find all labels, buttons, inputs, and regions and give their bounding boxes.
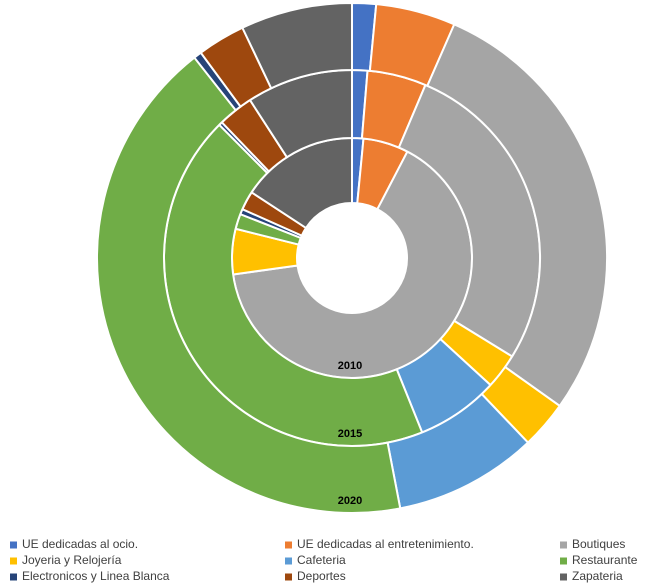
legend-label: UE dedicadas al entretenimiento. <box>297 537 474 551</box>
legend-label: Zapateria <box>572 569 623 583</box>
legend-swatch <box>285 541 292 549</box>
legend-label: Boutiques <box>572 537 625 551</box>
legend-label: Deportes <box>297 569 346 583</box>
ring-label: 2010 <box>338 360 362 372</box>
ring-segment <box>96 56 402 514</box>
ring-segment <box>426 23 608 408</box>
ring-label: 2015 <box>338 428 362 440</box>
legend-label: Joyeria y Relojería <box>22 553 122 567</box>
legend-label: Electronicos y Linea Blanca <box>22 569 170 583</box>
legend-swatch <box>285 557 292 565</box>
legend-swatch <box>10 541 17 549</box>
legend-label: UE dedicadas al ocio. <box>22 537 138 551</box>
ring-segment <box>241 1 353 90</box>
ring-label: 2020 <box>338 495 362 507</box>
legend-swatch <box>10 573 17 581</box>
legend-label: Cafeteria <box>297 553 346 567</box>
legend-swatch <box>285 573 292 581</box>
legend-label: Restaurante <box>572 553 638 567</box>
legend-swatch <box>10 557 17 565</box>
legend-swatch <box>560 541 567 549</box>
legend-swatch <box>560 557 567 565</box>
legend-swatch <box>560 573 567 581</box>
